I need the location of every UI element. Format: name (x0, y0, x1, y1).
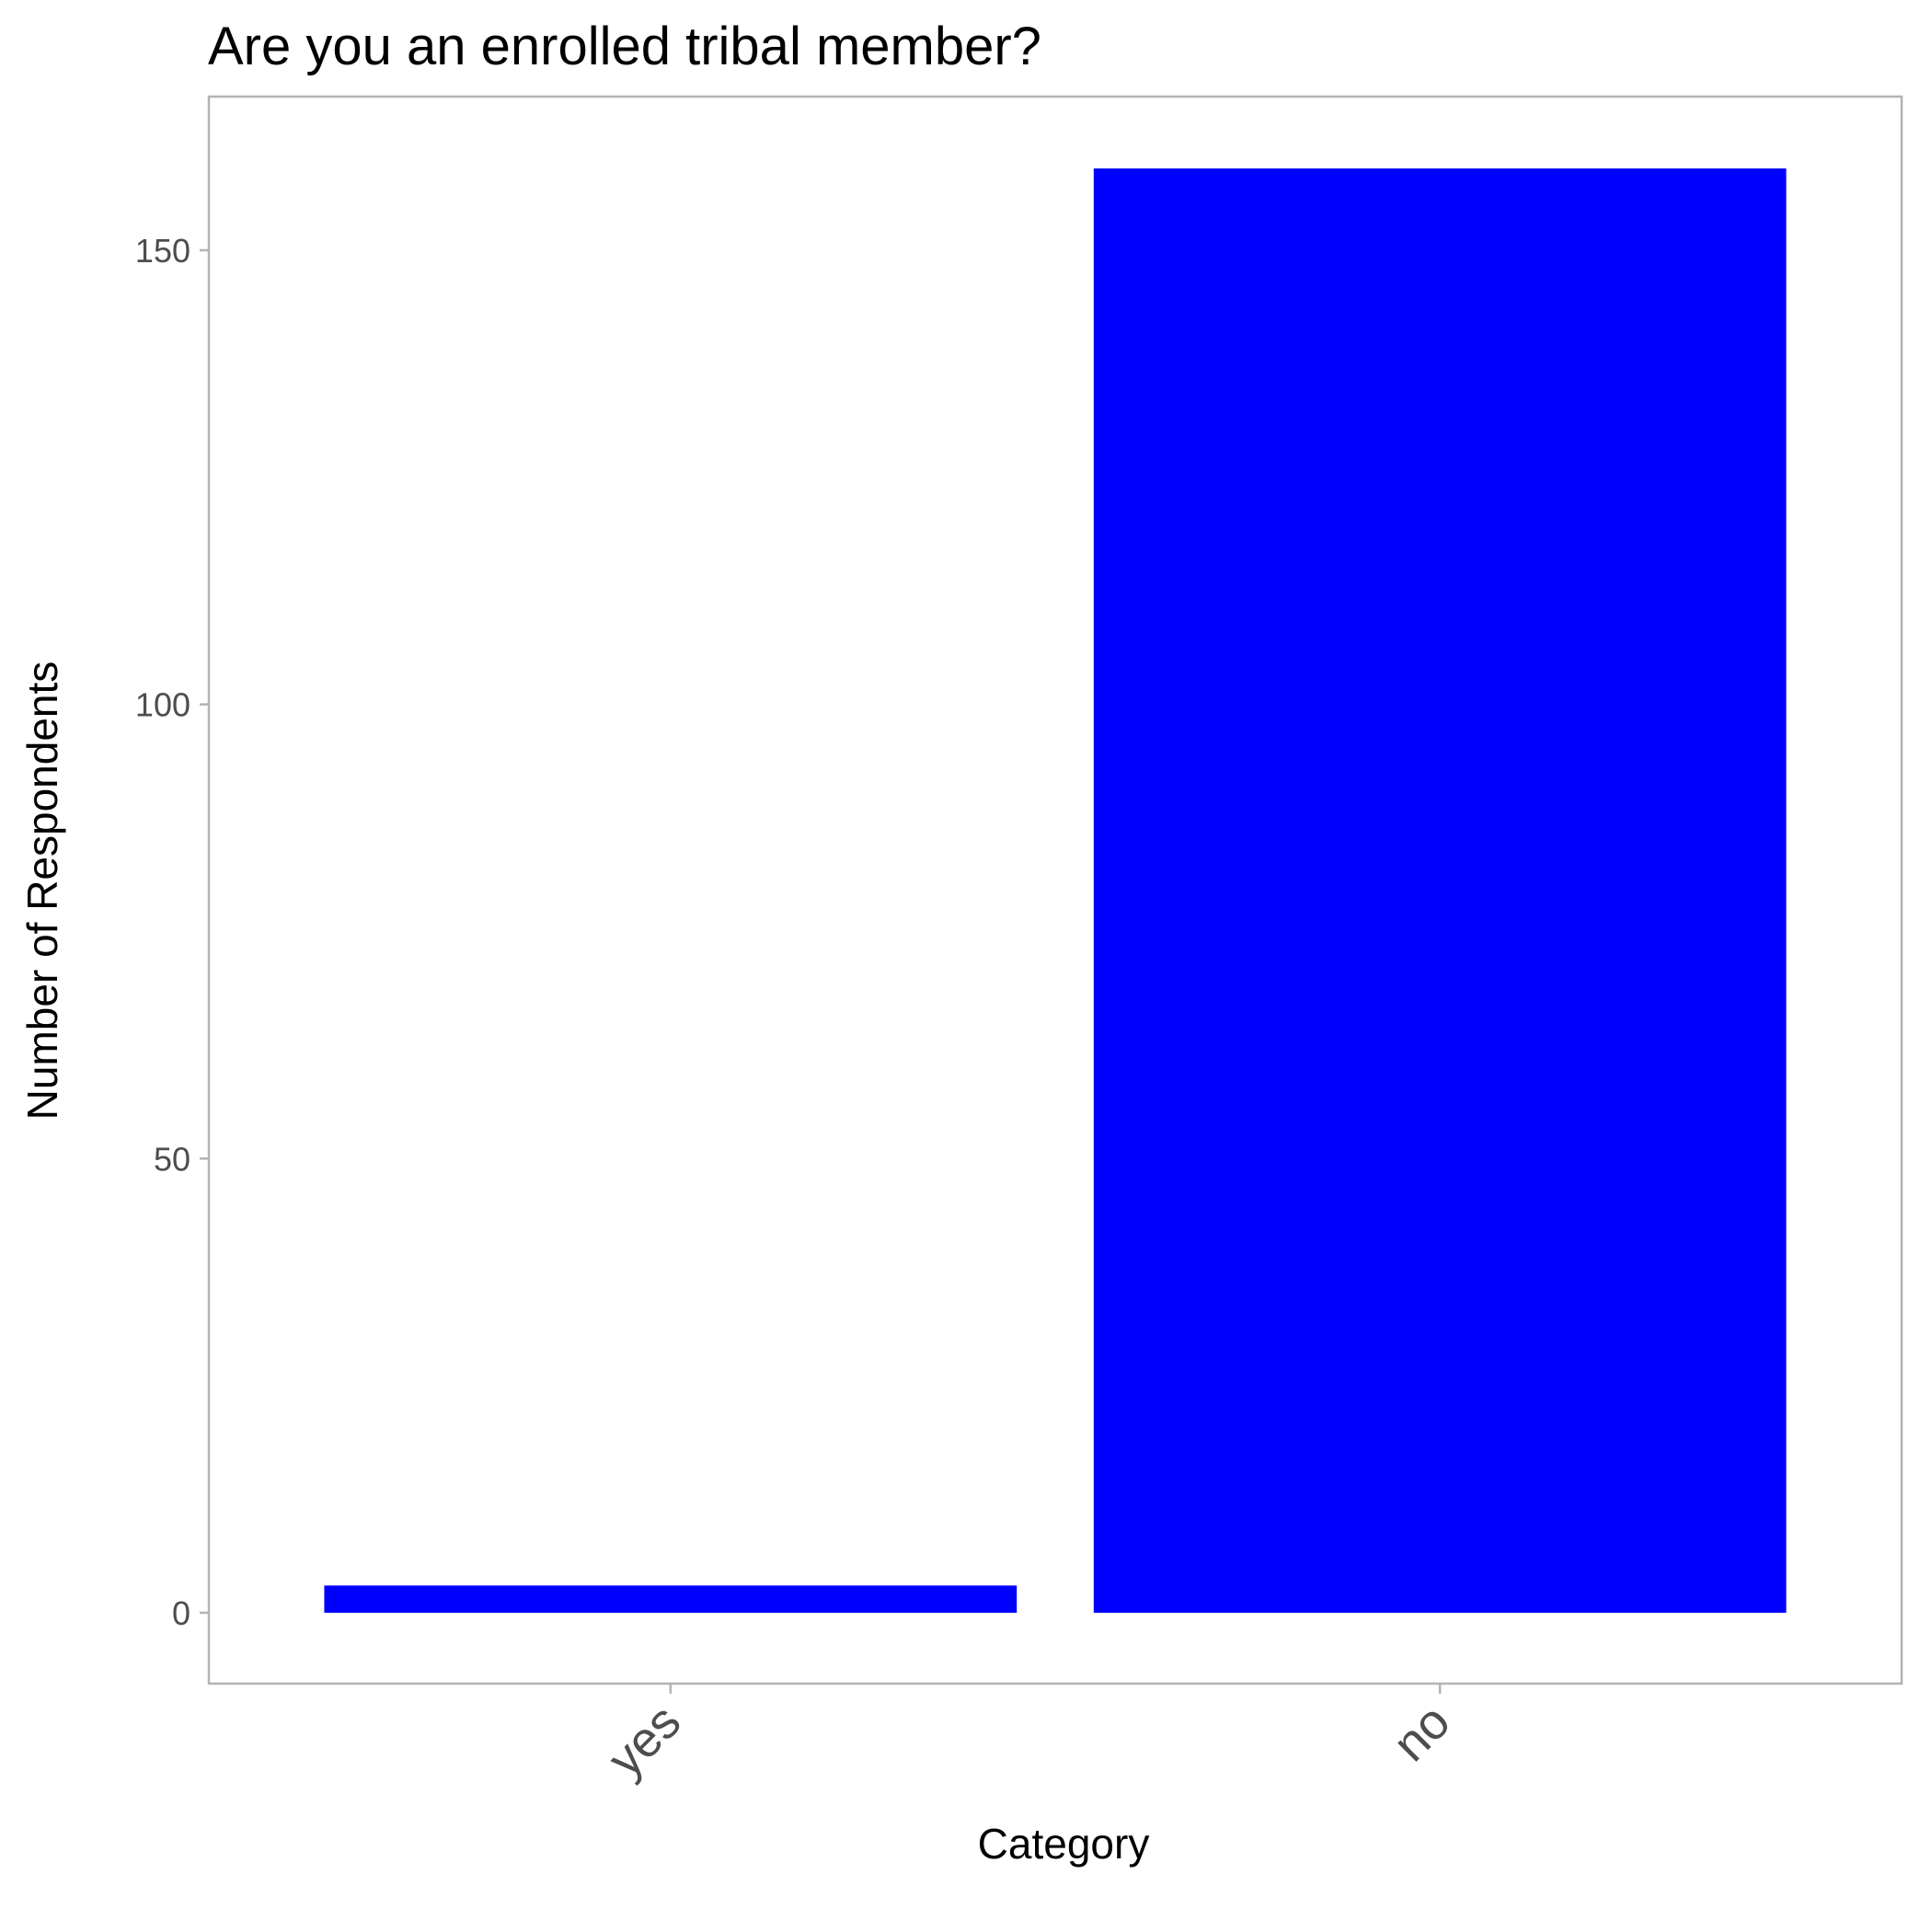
x-axis-title: Category (978, 1820, 1150, 1868)
y-axis: 0 50 100 150 (135, 232, 209, 1632)
y-tick-label: 150 (135, 232, 190, 270)
bar-no (1093, 168, 1787, 1613)
x-tick-label-yes: yes (597, 1694, 691, 1788)
bars (324, 168, 1787, 1613)
bar-yes (324, 1585, 1018, 1613)
x-tick-label-no: no (1383, 1694, 1461, 1772)
chart-title: Are you an enrolled tribal member? (208, 17, 1041, 76)
y-tick-label: 50 (154, 1140, 190, 1178)
y-tick-label: 100 (135, 686, 190, 724)
y-axis-title: Number of Respondents (18, 661, 66, 1121)
x-axis: yes no (597, 1684, 1461, 1788)
y-tick-label: 0 (172, 1594, 190, 1632)
